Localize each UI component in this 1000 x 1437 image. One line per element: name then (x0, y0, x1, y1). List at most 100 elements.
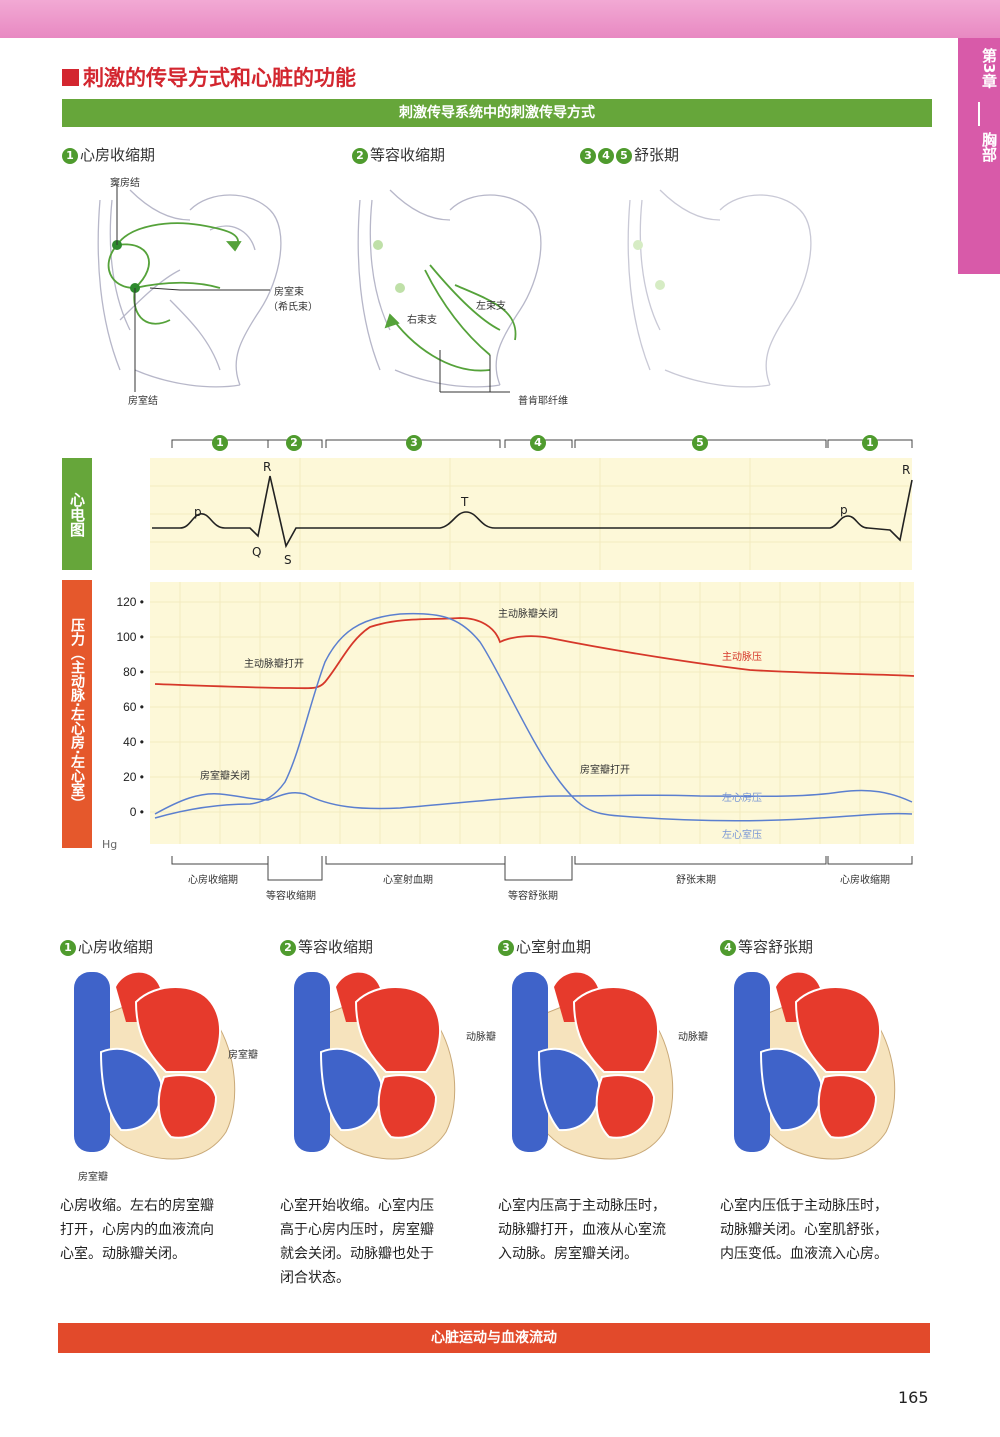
label-sinoatrial: 窦房结 (110, 178, 140, 189)
chart-bg (150, 582, 914, 844)
label-av-valve-left: 房室瓣 (78, 1172, 108, 1183)
timeline-num: 3 (406, 435, 422, 451)
y-tick-label: 40 • (123, 735, 144, 749)
heart-illustration-4 (734, 972, 896, 1160)
phase-heading-label: 等容收缩期 (370, 146, 446, 164)
heart-outline-3 (627, 189, 812, 388)
heart-illustration-1 (74, 972, 236, 1160)
caption-line: 动脉瓣打开，血液从心室流 (498, 1222, 666, 1238)
page-title-text: 刺激的传导方式和心脏的功能 (83, 66, 356, 90)
top-color-bar (0, 0, 1000, 38)
tab-divider (978, 102, 980, 126)
annotation-av-close: 房室瓣关闭 (200, 771, 250, 782)
ecg-q: Q (252, 545, 262, 559)
footer-section-bar: 心脏运动与血液流动 (58, 1323, 930, 1353)
panel-num: 2 (280, 940, 296, 956)
phase-axis (171, 856, 913, 881)
ecg-t: T (461, 495, 469, 509)
panel-caption-2: 心室开始收缩。心室内压 高于心房内压时，房室瓣 就会关闭。动脉瓣也处于 闭合状态。 (280, 1194, 480, 1290)
panel-caption-1: 心房收缩。左右的房室瓣 打开，心房内的血液流向 心室。动脉瓣关闭。 (60, 1194, 260, 1266)
annotation-av-open: 房室瓣打开 (580, 765, 630, 776)
phase-heading-345: 3 4 5 舒张期 (580, 144, 679, 165)
timeline-num: 1 (212, 435, 228, 451)
timeline-num-2: 2 (286, 432, 304, 451)
heart-illustration-2 (294, 972, 456, 1160)
caption-line: 动脉瓣关闭。心室肌舒张， (720, 1222, 888, 1238)
chapter-label: 第3章 (980, 48, 998, 89)
caption-line: 就会关闭。动脉瓣也处于 (280, 1246, 434, 1262)
y-tick-label: 20 • (123, 770, 144, 784)
panel-num: 3 (498, 940, 514, 956)
timeline-num-3: 3 (406, 432, 424, 451)
timeline-num: 5 (692, 435, 708, 451)
timeline-num: 2 (286, 435, 302, 451)
series-lv-pressure (154, 612, 913, 822)
ecg-p1: p (194, 505, 202, 519)
section-label: 胸部 (980, 132, 998, 162)
y-axis: 120 • 100 • 80 • 60 • 40 • 20 • 0 • (116, 595, 144, 819)
label-his-bundle-sub: （希氏束） (268, 302, 318, 313)
conduction-section-bar: 刺激传导系统中的刺激传导方式 (62, 99, 932, 127)
phase-num: 1 (62, 148, 78, 164)
ecg-r2: R (902, 463, 911, 477)
label-artery-valve-left: 动脉瓣 (466, 1032, 496, 1043)
y-tick-label: 120 • (116, 595, 144, 609)
label-purkinje: 普肯耶纤维 (518, 396, 568, 407)
y-tick-label: 80 • (123, 665, 144, 679)
ecg-s: S (284, 553, 292, 567)
caption-line: 心室。动脉瓣关闭。 (60, 1246, 186, 1262)
panel-title: 等容舒张期 (738, 938, 814, 956)
panel-title: 等容收缩期 (298, 938, 374, 956)
conduction-diagrams (97, 182, 812, 393)
chart-grid (150, 582, 914, 844)
panel-title: 心房收缩期 (78, 938, 154, 956)
label-left-branch: 左束支 (476, 301, 506, 312)
caption-line: 心室开始收缩。心室内压 (280, 1198, 434, 1214)
y-tick-label: 100 • (116, 630, 144, 644)
panel-heading-4: 4 等容舒张期 (720, 936, 813, 957)
phase-heading-label: 心房收缩期 (80, 146, 156, 164)
caption-line: 打开，心房内的血液流向 (60, 1222, 214, 1238)
series-la-pressure (154, 789, 913, 815)
axis-late-diastole: 舒张末期 (676, 875, 716, 886)
timeline-num-5: 5 (692, 432, 710, 451)
panel-heading-2: 2 等容收缩期 (280, 936, 373, 957)
pressure-unit: Hg (102, 838, 118, 851)
timeline-num: 4 (530, 435, 546, 451)
heart-outline-1 (97, 189, 282, 388)
ecg-trace (152, 475, 913, 549)
panel-caption-3: 心室内压高于主动脉压时， 动脉瓣打开，血液从心室流 入动脉。房室瓣关闭。 (498, 1194, 698, 1266)
caption-line: 心室内压低于主动脉压时， (720, 1198, 888, 1214)
annotation-aortic-open: 主动脉瓣打开 (244, 659, 304, 670)
legend-lv-pressure: 左心室压 (722, 830, 762, 841)
label-av-node: 房室结 (128, 396, 158, 407)
legend-la-pressure: 左心房压 (722, 793, 762, 804)
panel-num: 4 (720, 940, 736, 956)
pressure-chart: 120 • 100 • 80 • 60 • 40 • 20 • 0 • (116, 582, 915, 844)
caption-line: 高于心房内压时，房室瓣 (280, 1222, 434, 1238)
phase-heading-2: 2 等容收缩期 (352, 144, 445, 165)
ecg-p2: p (840, 503, 848, 517)
axis-atrial-systole: 心房收缩期 (188, 875, 238, 886)
legend-aortic-pressure: 主动脉压 (722, 652, 762, 663)
pressure-tab: 压力（主动脉·左心房·左心室） (62, 580, 92, 848)
heart-illustration-3 (512, 972, 674, 1160)
phase-num: 5 (616, 148, 632, 164)
y-tick-label: 60 • (123, 700, 144, 714)
axis-isovolumetric-relaxation: 等容舒张期 (508, 891, 558, 902)
page-title: 刺激的传导方式和心脏的功能 (62, 62, 356, 92)
phase-num: 3 (580, 148, 596, 164)
ecg-grid (150, 458, 912, 570)
phase-heading-label: 舒张期 (634, 146, 680, 164)
label-his-bundle: 房室束 (274, 287, 304, 298)
chapter-side-tab: 第3章 胸部 (958, 38, 1000, 274)
panel-caption-4: 心室内压低于主动脉压时， 动脉瓣关闭。心室肌舒张， 内压变低。血液流入心房。 (720, 1194, 920, 1266)
annotation-aortic-close: 主动脉瓣关闭 (498, 609, 558, 620)
timeline-num-4: 4 (530, 432, 548, 451)
caption-line: 心房收缩。左右的房室瓣 (60, 1198, 214, 1214)
conduction-path-1 (107, 222, 242, 325)
series-aortic-pressure (154, 617, 915, 690)
ecg-tab: 心电图 (62, 458, 92, 570)
caption-line: 闭合状态。 (280, 1270, 350, 1286)
label-right-branch: 右束支 (407, 315, 437, 326)
